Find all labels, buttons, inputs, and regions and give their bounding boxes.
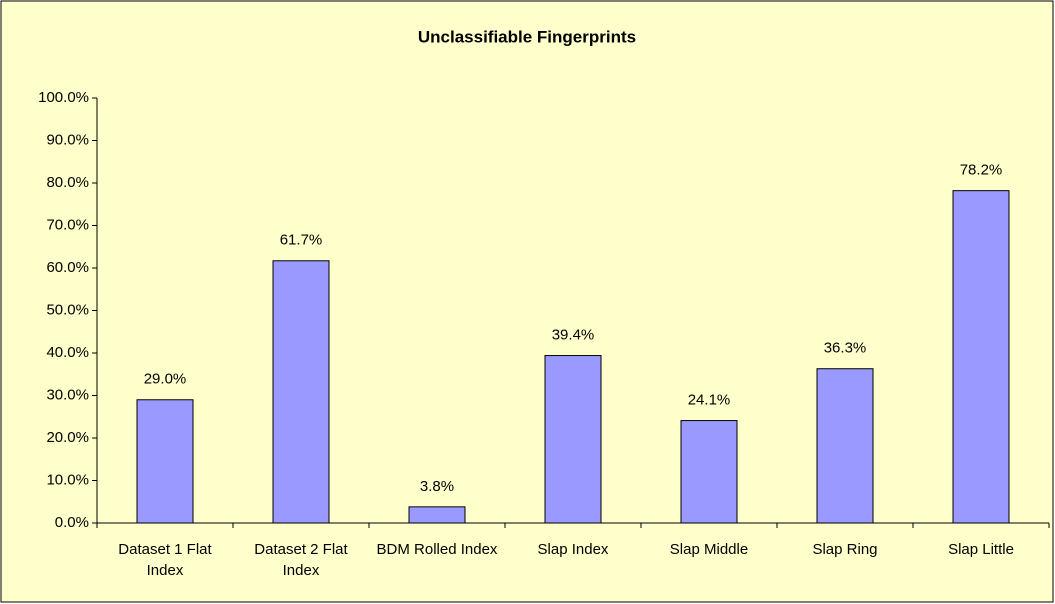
data-label: 78.2% — [960, 162, 1003, 179]
bar — [272, 260, 330, 524]
data-label: 3.8% — [420, 478, 454, 495]
y-tick-label: 20.0% — [46, 429, 89, 446]
bar — [544, 355, 602, 524]
y-tick-label: 10.0% — [46, 471, 89, 488]
x-tick-label: Dataset 2 Flat Index — [254, 541, 348, 579]
bar — [680, 420, 738, 524]
y-tick-label: 40.0% — [46, 344, 89, 361]
bar — [952, 190, 1010, 524]
y-tick-label: 80.0% — [46, 174, 89, 191]
x-tick-label: Dataset 1 Flat Index — [118, 541, 212, 579]
chart-title: Unclassifiable Fingerprints — [418, 27, 636, 46]
bar — [408, 506, 466, 524]
y-tick-label: 90.0% — [46, 131, 89, 148]
y-tick-label: 100.0% — [38, 89, 89, 106]
x-tick-label: Slap Ring — [812, 541, 878, 558]
y-tick-label: 50.0% — [46, 301, 89, 318]
x-tick-label: BDM Rolled Index — [376, 541, 498, 558]
data-label: 24.1% — [688, 392, 731, 409]
data-label: 39.4% — [552, 327, 595, 344]
x-tick-label: Slap Index — [537, 541, 609, 558]
bar — [816, 368, 874, 524]
data-label: 36.3% — [824, 340, 867, 357]
x-tick-label: Slap Middle — [669, 541, 749, 558]
bar — [136, 399, 194, 524]
y-tick-label: 70.0% — [46, 216, 89, 233]
y-tick-label: 30.0% — [46, 386, 89, 403]
y-tick-label: 60.0% — [46, 259, 89, 276]
data-label: 61.7% — [280, 232, 323, 249]
data-label: 29.0% — [144, 371, 187, 388]
y-tick-label: 0.0% — [55, 514, 89, 531]
x-tick-label: Slap Little — [948, 541, 1014, 558]
